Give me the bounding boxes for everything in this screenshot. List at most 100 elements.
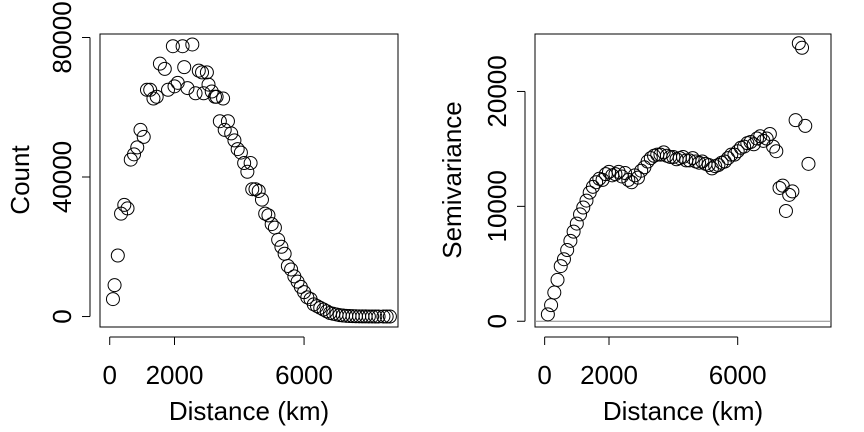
semivariance-data-point — [676, 149, 690, 164]
semivariance-data-point — [788, 113, 803, 128]
count-data-point — [368, 309, 383, 324]
count-data-point — [136, 129, 151, 144]
semivariance-data-point — [540, 307, 555, 322]
count-data-point — [248, 182, 263, 197]
count-data-point — [188, 86, 203, 101]
semivariance-data-point — [630, 170, 645, 185]
count-x-tick-label: 2000 — [146, 360, 204, 390]
count-data-point — [233, 145, 248, 160]
semivariance-data-point — [544, 298, 559, 313]
count-data-point — [245, 182, 260, 197]
count-data-point — [196, 86, 211, 101]
semivariance-data-point — [795, 40, 810, 55]
count-plot-frame — [99, 33, 399, 328]
semivariance-data-point — [695, 154, 710, 169]
semivariance-data-point — [724, 147, 739, 162]
count-data-point — [254, 192, 269, 207]
semivariance-data-point — [579, 193, 594, 208]
count-data-point — [105, 292, 120, 307]
count-data-point — [161, 82, 176, 97]
semivariance-data-point — [721, 151, 736, 166]
semivariance-data-point — [611, 164, 626, 179]
count-data-point — [230, 142, 245, 157]
semivariance-data-point — [791, 36, 806, 51]
semivariance-data-point — [782, 187, 797, 202]
semivariance-data-point — [775, 178, 790, 193]
semivariance-points — [540, 36, 816, 322]
count-data-point — [274, 239, 289, 254]
semivariance-data-point — [602, 164, 616, 179]
count-x-tick-label: 0 — [102, 360, 116, 390]
semivariance-data-point — [560, 243, 575, 258]
count-data-point — [371, 309, 386, 324]
semivariance-plot-frame — [534, 33, 832, 328]
count-data-point — [216, 91, 231, 106]
count-data-point — [195, 65, 210, 80]
semivariance-data-point — [573, 207, 588, 222]
count-points — [105, 37, 397, 324]
count-data-point — [209, 89, 224, 104]
count-data-point — [220, 114, 235, 129]
semivariance-data-point — [643, 151, 658, 166]
semivariance-y-axis-label: Semivariance — [437, 101, 467, 259]
count-data-point — [217, 122, 232, 137]
count-data-point — [180, 81, 195, 96]
semivariance-data-point — [769, 144, 784, 159]
semivariance-data-point — [772, 180, 787, 195]
semivariance-y-tick-label: 0 — [482, 314, 512, 328]
count-data-point — [127, 147, 142, 162]
semivariance-data-point — [753, 129, 768, 144]
count-data-point — [149, 89, 164, 104]
count-data-point — [379, 309, 394, 324]
semivariance-data-point — [778, 203, 793, 218]
count-data-point — [133, 122, 148, 137]
semivariance-x-tick-label: 0 — [537, 360, 551, 390]
count-data-point — [152, 56, 167, 71]
semivariance-axis-ticks: 0 2000 6000 0 10000 20000 — [482, 55, 767, 390]
count-data-point — [157, 61, 172, 76]
semivariance-data-point — [608, 167, 623, 182]
semivariance-panel: 0 2000 6000 0 10000 20000 Distance (km) Semiv… — [437, 33, 832, 426]
count-y-tick-label: 0 — [47, 309, 77, 323]
count-data-point — [284, 262, 299, 277]
count-y-tick-label: 80000 — [47, 1, 77, 73]
semivariance-data-point — [766, 139, 781, 154]
count-data-point — [237, 156, 252, 171]
count-data-point — [271, 232, 286, 247]
count-data-point — [251, 183, 266, 198]
semivariance-x-tick-label: 2000 — [580, 360, 638, 390]
count-data-point — [319, 304, 334, 319]
semivariance-x-axis-label: Distance (km) — [603, 396, 763, 426]
count-data-point — [201, 77, 216, 92]
count-data-point — [165, 39, 180, 54]
semivariance-y-tick-label: 20000 — [482, 55, 512, 127]
count-data-point — [382, 309, 397, 324]
semivariance-data-point — [563, 233, 578, 248]
count-data-point — [258, 206, 273, 221]
semivariance-data-point — [556, 252, 571, 267]
semivariance-data-point — [711, 157, 726, 172]
count-data-point — [212, 114, 227, 129]
count-data-point — [277, 246, 292, 261]
count-data-point — [130, 140, 145, 155]
semivariance-data-point — [589, 175, 604, 190]
count-y-tick-label: 40000 — [47, 141, 77, 213]
count-data-point — [240, 164, 255, 179]
count-data-point — [361, 309, 376, 324]
count-data-point — [376, 309, 391, 324]
count-panel: 0 2000 6000 0 40000 80000 Distance (km) Count — [5, 1, 399, 426]
count-data-point — [316, 302, 331, 317]
count-data-point — [139, 82, 154, 97]
count-data-point — [107, 278, 122, 293]
semivariance-x-tick-label: 6000 — [709, 360, 767, 390]
semivariance-data-point — [576, 200, 591, 215]
semivariance-data-point — [785, 184, 800, 199]
count-data-point — [224, 126, 239, 141]
count-data-point — [227, 133, 242, 148]
count-data-point — [264, 217, 279, 232]
count-data-point — [280, 258, 295, 273]
semivariance-data-point — [666, 149, 681, 164]
count-data-point — [191, 63, 206, 78]
count-data-point — [267, 220, 282, 235]
